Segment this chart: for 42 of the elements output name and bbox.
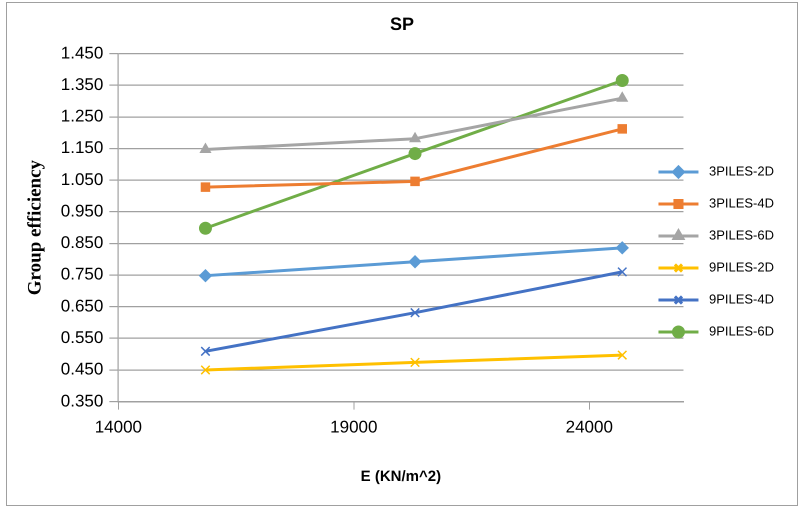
y-tick-label: 0.550	[60, 328, 104, 348]
point	[617, 350, 628, 360]
point	[198, 222, 212, 235]
x-axis-title: E (KN/m^2)	[360, 468, 442, 486]
x-tick-label: 19000	[330, 417, 378, 436]
point	[200, 142, 212, 153]
chart-title: SP	[390, 14, 414, 34]
point	[200, 346, 210, 356]
y-tick-label: 1.150	[60, 138, 104, 158]
point	[616, 92, 628, 102]
point	[198, 269, 212, 282]
point	[200, 364, 210, 375]
point	[616, 74, 629, 87]
point	[409, 132, 421, 142]
point	[618, 124, 627, 134]
y-tick-label: 0.450	[60, 360, 104, 379]
y-tick-label: 0.950	[60, 201, 104, 220]
legend-label: 3PILES-2D	[708, 164, 774, 179]
y-tick-label: 1.050	[60, 170, 104, 189]
legend-label: 9PILES-6D	[708, 324, 774, 339]
x-tick-label: 14000	[94, 417, 142, 436]
point	[408, 147, 422, 160]
y-tick-label: 1.450	[60, 43, 104, 62]
legend-label: 9PILES-4D	[708, 292, 774, 307]
point	[410, 308, 420, 318]
point	[410, 357, 420, 368]
y-tick-label: 0.850	[60, 233, 104, 252]
x-tick-label: 24000	[566, 417, 613, 436]
legend-label: 3PILES-4D	[708, 196, 774, 211]
y-tick-label: 1.350	[60, 74, 104, 94]
point	[200, 182, 210, 192]
y-tick-label: 1.250	[60, 106, 104, 126]
point	[617, 266, 628, 277]
y-tick-label: 0.650	[60, 296, 104, 316]
y-axis-title: Group efficiency	[24, 159, 46, 296]
y-tick-label: 0.750	[60, 264, 104, 284]
point	[616, 241, 629, 254]
legend-label: 9PILES-2D	[708, 260, 774, 275]
point	[410, 176, 420, 186]
legend-label: 3PILES-6D	[708, 228, 774, 243]
y-tick-label: 0.350	[60, 391, 104, 410]
point	[408, 255, 422, 268]
